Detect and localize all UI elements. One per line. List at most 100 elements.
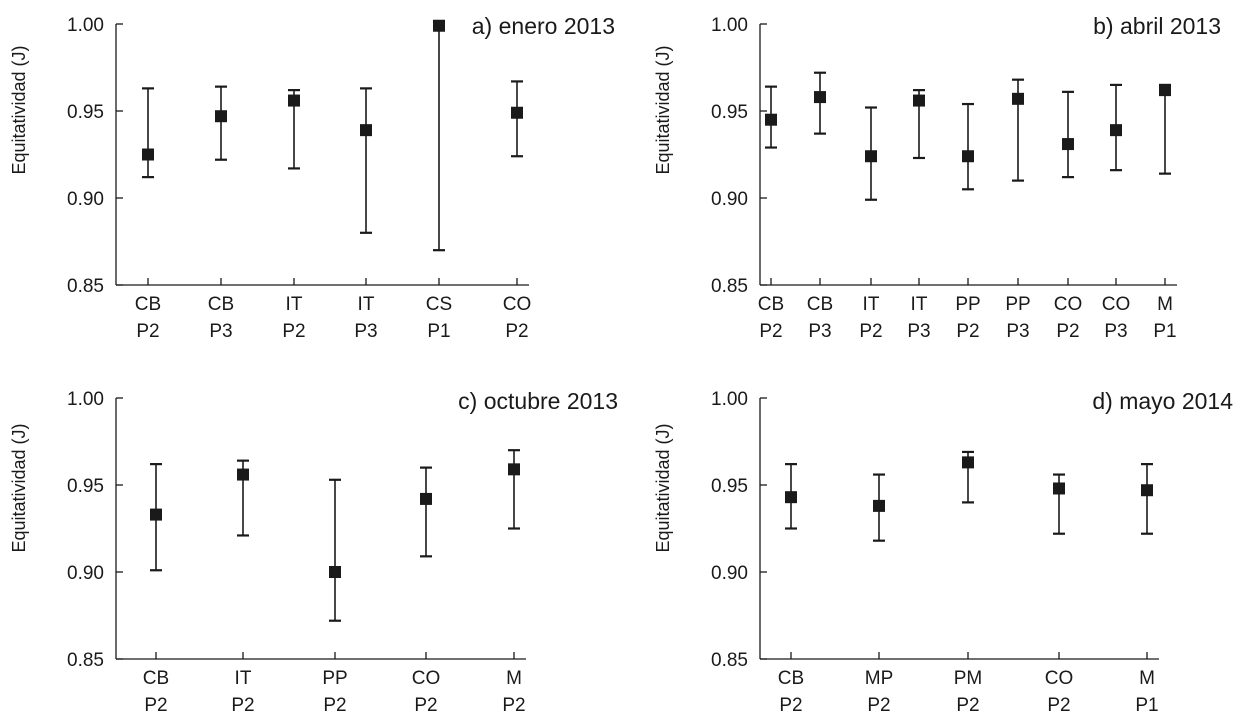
- data-point: [1053, 482, 1065, 495]
- x-tick-label: CB: [135, 294, 161, 315]
- panel-title: b) abril 2013: [1093, 13, 1221, 39]
- panel-a: Equitatividad (J) a) enero 2013 0.85 0.90…: [9, 13, 615, 342]
- x-tick-label: CO: [1054, 294, 1083, 315]
- x-tick-label: CO: [412, 668, 441, 689]
- y-tick-label: 0.95: [711, 102, 748, 123]
- x-tick-label: CB: [143, 668, 169, 689]
- data-point: [962, 150, 974, 163]
- data-point: [360, 124, 372, 137]
- y-axis-label: Equitatividad (J): [9, 45, 29, 174]
- x-tick-sublabel: P2: [859, 321, 882, 342]
- data-point: [1159, 84, 1171, 97]
- x-tick-sublabel: P2: [1047, 695, 1070, 716]
- x-tick-label: IT: [286, 294, 303, 315]
- x-tick-sublabel: P2: [144, 695, 167, 716]
- y-tick-label: 0.95: [67, 476, 104, 497]
- x-tick-label: CO: [503, 294, 532, 315]
- data-point: [150, 508, 162, 521]
- x-tick-sublabel: P3: [808, 321, 831, 342]
- data-point: [785, 491, 797, 504]
- y-axis-label: Equitatividad (J): [653, 423, 673, 552]
- panel-c: Equitatividad (J) c) octubre 2013 0.85 0.…: [9, 388, 618, 716]
- data-point: [237, 468, 249, 481]
- panel-d: Equitatividad (J) d) mayo 2014 0.85 0.90 0…: [653, 388, 1233, 716]
- x-tick-label: CS: [426, 294, 452, 315]
- data-point: [420, 492, 432, 505]
- data-point: [142, 148, 154, 161]
- x-tick-label: CB: [807, 294, 833, 315]
- data-point: [865, 150, 877, 163]
- x-tick-sublabel: P2: [414, 695, 437, 716]
- x-tick-label: CO: [1102, 294, 1131, 315]
- data-point: [1012, 92, 1024, 105]
- data-point: [913, 94, 925, 107]
- data-point: [329, 566, 341, 578]
- y-tick-label: 0.90: [67, 189, 104, 210]
- y-axis-label: Equitatividad (J): [653, 45, 673, 174]
- x-tick-label: PM: [954, 668, 983, 689]
- x-tick-label: PP: [955, 294, 980, 315]
- y-tick-label: 0.90: [711, 189, 748, 210]
- y-tick-label: 1.00: [711, 389, 748, 410]
- x-tick-label: IT: [358, 294, 375, 315]
- x-tick-sublabel: P3: [1006, 321, 1029, 342]
- x-tick-sublabel: P2: [779, 695, 802, 716]
- y-tick-label: 0.95: [67, 102, 104, 123]
- y-tick-label: 0.85: [67, 650, 104, 671]
- y-tick-label: 1.00: [67, 389, 104, 410]
- data-point: [1141, 484, 1153, 497]
- x-tick-label: CB: [778, 668, 804, 689]
- x-tick-sublabel: P1: [1135, 695, 1158, 716]
- panel-title: a) enero 2013: [472, 13, 615, 39]
- data-point: [288, 94, 300, 107]
- y-tick-label: 0.90: [67, 563, 104, 584]
- x-tick-sublabel: P3: [1104, 321, 1127, 342]
- y-tick-label: 0.85: [67, 276, 104, 297]
- x-tick-sublabel: P2: [1056, 321, 1079, 342]
- y-axis-label: Equitatividad (J): [9, 423, 29, 552]
- data-point: [873, 499, 885, 512]
- x-tick-label: CB: [758, 294, 784, 315]
- panel-b: Equitatividad (J) b) abril 2013 0.85 0.90…: [653, 13, 1221, 342]
- x-tick-label: CB: [208, 294, 234, 315]
- x-tick-sublabel: P2: [231, 695, 254, 716]
- y-tick-label: 0.85: [711, 650, 748, 671]
- x-tick-label: IT: [863, 294, 880, 315]
- x-tick-sublabel: P2: [867, 695, 890, 716]
- y-tick-label: 0.95: [711, 476, 748, 497]
- x-tick-label: CO: [1045, 668, 1074, 689]
- data-point: [215, 110, 227, 123]
- x-tick-sublabel: P2: [323, 695, 346, 716]
- x-tick-sublabel: P3: [209, 321, 232, 342]
- y-tick-label: 1.00: [711, 15, 748, 36]
- x-tick-sublabel: P2: [502, 695, 525, 716]
- data-point: [1110, 124, 1122, 137]
- x-tick-sublabel: P1: [1153, 321, 1176, 342]
- data-point: [511, 106, 523, 119]
- panel-title: d) mayo 2014: [1092, 388, 1233, 414]
- x-tick-label: PP: [1005, 294, 1030, 315]
- x-tick-label: M: [1139, 668, 1155, 689]
- x-tick-sublabel: P3: [354, 321, 377, 342]
- data-point: [1062, 138, 1074, 151]
- x-tick-label: IT: [235, 668, 252, 689]
- y-tick-label: 0.90: [711, 563, 748, 584]
- x-tick-label: M: [506, 668, 522, 689]
- x-tick-sublabel: P3: [907, 321, 930, 342]
- data-point: [962, 456, 974, 469]
- data-point: [433, 19, 445, 32]
- x-tick-sublabel: P2: [956, 321, 979, 342]
- x-tick-sublabel: P2: [136, 321, 159, 342]
- x-tick-sublabel: P2: [956, 695, 979, 716]
- x-tick-sublabel: P1: [427, 321, 450, 342]
- x-tick-sublabel: P2: [759, 321, 782, 342]
- data-point: [765, 113, 777, 126]
- x-tick-label: IT: [911, 294, 928, 315]
- x-tick-label: MP: [865, 668, 894, 689]
- x-tick-sublabel: P2: [282, 321, 305, 342]
- data-point: [814, 91, 826, 104]
- data-point: [508, 463, 520, 476]
- y-tick-label: 1.00: [67, 15, 104, 36]
- x-tick-sublabel: P2: [505, 321, 528, 342]
